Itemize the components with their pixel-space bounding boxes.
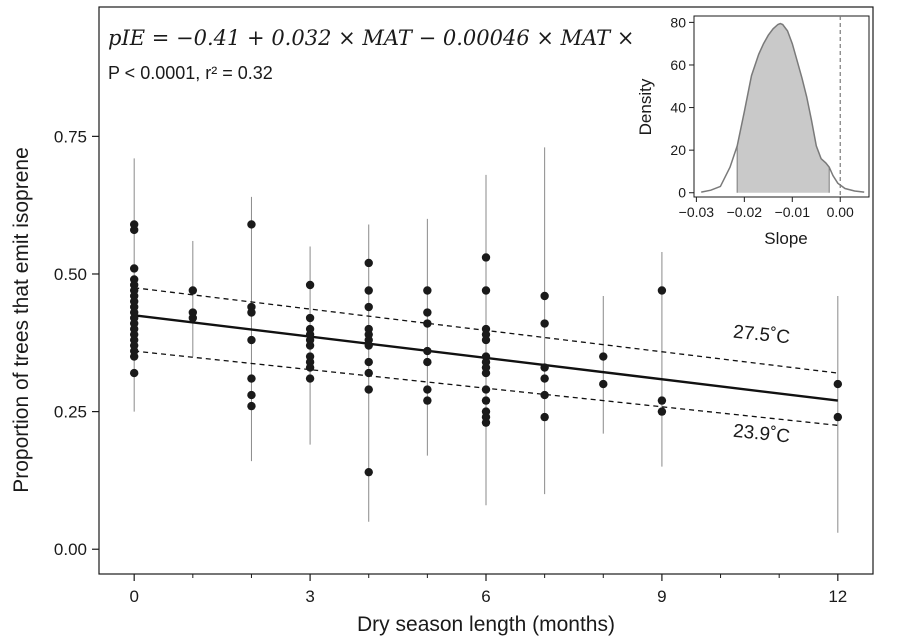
data-point	[423, 357, 432, 367]
data-point	[599, 379, 608, 389]
data-point	[833, 379, 843, 389]
inset-y-tick-label: 60	[670, 57, 686, 73]
data-point	[657, 407, 667, 416]
data-point	[305, 341, 315, 350]
x-tick-label: 9	[657, 587, 666, 606]
data-point	[423, 385, 432, 394]
data-point	[129, 264, 139, 273]
data-point	[540, 412, 549, 422]
inset-x-tick-label: −0.02	[727, 204, 763, 220]
data-point	[481, 335, 491, 345]
data-point	[833, 412, 843, 422]
data-point	[364, 357, 373, 367]
data-point	[188, 286, 198, 295]
density-curve	[701, 22, 865, 193]
inset-y-tick-label: 20	[670, 142, 686, 158]
data-point	[305, 363, 315, 372]
data-point	[364, 385, 373, 394]
x-tick-label: 6	[481, 587, 490, 606]
data-point	[481, 385, 491, 394]
data-point	[423, 308, 432, 317]
data-point	[247, 308, 256, 317]
temperature-label: 27.5˚C	[732, 322, 791, 349]
inset-x-axis-label: Slope	[764, 229, 807, 248]
temperature-label: 23.9˚C	[732, 421, 791, 448]
data-point	[423, 319, 432, 328]
data-point	[481, 368, 491, 378]
data-point	[305, 313, 315, 323]
inset-x-tick-label: −0.01	[775, 204, 811, 220]
x-tick-label: 0	[129, 587, 138, 606]
inset-y-tick-label: 0	[678, 185, 686, 201]
data-point	[481, 418, 491, 427]
data-point	[129, 225, 139, 235]
data-point	[423, 396, 432, 405]
data-point	[305, 280, 315, 290]
data-point	[657, 396, 667, 405]
data-point	[188, 313, 198, 323]
data-point	[364, 368, 373, 378]
data-point	[540, 291, 549, 301]
x-tick-label: 3	[305, 587, 314, 606]
credible-interval-area	[737, 23, 830, 193]
data-point	[364, 258, 373, 268]
y-tick-label: 0.25	[54, 403, 87, 422]
y-tick-label: 0.75	[54, 127, 87, 146]
data-point	[247, 390, 256, 400]
y-tick-label: 0.00	[54, 540, 87, 559]
data-point	[423, 286, 432, 295]
inset-x-tick-label: 0.00	[827, 204, 854, 220]
x-axis-label: Dry season length (months)	[357, 613, 615, 636]
data-point	[599, 352, 608, 361]
x-tick-label: 12	[828, 587, 847, 606]
inset-y-tick-label: 40	[670, 100, 686, 116]
data-point	[423, 346, 432, 356]
data-point	[481, 396, 491, 405]
data-point	[129, 368, 139, 378]
data-point	[540, 319, 549, 328]
data-point	[247, 374, 256, 383]
inset-panel: −0.03 −0.02 −0.01 0.00 0 20 40 60 80 Slope Densi…	[635, 12, 870, 248]
data-point	[481, 253, 491, 262]
inset-y-axis-label: Density	[636, 78, 655, 135]
data-point	[129, 352, 139, 361]
data-point	[364, 341, 373, 350]
data-point	[247, 335, 256, 345]
data-point	[247, 401, 256, 411]
data-point	[305, 374, 315, 383]
data-point	[364, 286, 373, 295]
inset-y-tick-label: 80	[670, 14, 686, 30]
data-point	[540, 390, 549, 400]
y-axis-label: Proportion of trees that emit isoprene	[10, 147, 33, 493]
inset-marks: −0.03 −0.02 −0.01 0.00 0 20 40 60 80	[670, 14, 865, 220]
data-point	[540, 363, 549, 372]
y-tick-label: 0.50	[54, 265, 87, 284]
data-point	[364, 302, 373, 312]
inset-x-tick-label: −0.03	[679, 204, 715, 220]
data-point	[247, 220, 256, 229]
inset-plot-frame	[693, 15, 870, 198]
data-point	[657, 286, 667, 295]
main-marks: 27.5˚C 23.9˚C 0 3 6 9 12 0.00 0.25 0.50 0.75	[54, 127, 847, 606]
stats-text: P < 0.0001, r² = 0.32	[108, 63, 273, 83]
data-point	[364, 467, 373, 477]
data-point	[481, 286, 491, 295]
data-point	[540, 374, 549, 383]
equation-text: pIE = −0.41 + 0.032 × MAT − 0.00046 × MA…	[108, 26, 686, 50]
main-panel: 27.5˚C 23.9˚C 0 3 6 9 12 0.00 0.25 0.50 0.75 pIE =…	[10, 6, 874, 636]
